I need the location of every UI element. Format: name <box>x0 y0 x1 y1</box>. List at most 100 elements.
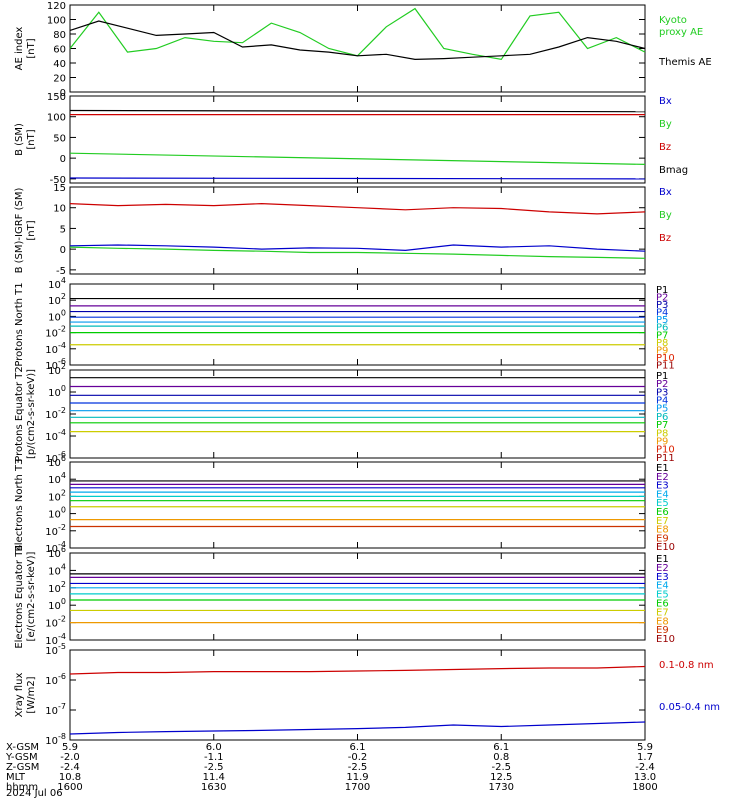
legend-label: E6 <box>656 599 669 610</box>
panel-frame <box>69 461 646 549</box>
coord-value: 11.9 <box>346 772 368 783</box>
y-tick-label: 40 <box>53 59 66 70</box>
legend-label: Bz <box>659 142 671 153</box>
y-axis-label: Protons North T1 <box>14 282 25 366</box>
coord-value: -2.5 <box>491 762 511 773</box>
legend-label: P1 <box>656 371 668 382</box>
y-tick-label: 100 <box>47 16 66 27</box>
legend-label: E4 <box>656 581 669 592</box>
series-line <box>69 721 646 735</box>
y-tick-label: 102 <box>48 362 66 377</box>
legend-label: P8 <box>656 338 668 349</box>
y-axis-label: AE index[nT] <box>14 27 37 71</box>
y-tick-label: 150 <box>47 92 66 103</box>
series-line <box>69 20 646 61</box>
legend-label: E6 <box>656 507 669 518</box>
coord-value: 12.5 <box>490 772 512 783</box>
y-tick-label: 106 <box>48 545 66 560</box>
legend-label: P11 <box>656 453 675 464</box>
panel-frame <box>69 186 646 275</box>
y-axis-label: Electrons North T3 <box>14 458 25 551</box>
legend-label: E5 <box>656 498 669 509</box>
coord-value: 11.4 <box>203 772 225 783</box>
coord-value: 6.1 <box>350 742 366 753</box>
legend-label: E10 <box>656 542 675 553</box>
legend-label: E9 <box>656 625 669 636</box>
legend-label: P7 <box>656 420 668 431</box>
legend-label: P10 <box>656 445 675 456</box>
y-tick-label: 10-4 <box>45 632 66 647</box>
y-tick-label: 104 <box>48 276 66 291</box>
legend-label: E1 <box>656 463 669 474</box>
y-axis-label: Xray flux[W/m2] <box>14 673 37 718</box>
coord-value: 1730 <box>489 782 514 793</box>
y-tick-label: 10-7 <box>45 702 66 717</box>
coord-value: -2.4 <box>635 762 655 773</box>
y-tick-label: 120 <box>47 1 66 12</box>
coord-value: 1700 <box>345 782 370 793</box>
coord-value: 5.9 <box>637 742 653 753</box>
legend-label: E3 <box>656 572 669 583</box>
series-line <box>69 202 646 215</box>
y-tick-label: 0 <box>60 245 66 256</box>
coord-value: 6.1 <box>493 742 509 753</box>
y-axis-label: Protons Equator T2[p/(cm2-s-sr-keV)] <box>14 366 37 462</box>
legend-label: P6 <box>656 412 668 423</box>
y-tick-label: 100 <box>47 113 66 124</box>
coord-value: 1600 <box>57 782 82 793</box>
panel-frame <box>69 552 646 641</box>
y-tick-label: 10-5 <box>45 642 66 657</box>
coord-value: 13.0 <box>634 772 656 783</box>
legend-label: Bx <box>659 187 672 198</box>
legend-label: P5 <box>656 404 668 415</box>
y-tick-label: 100 <box>48 506 66 521</box>
y-tick-label: 10-6 <box>45 672 66 687</box>
legend-label: E10 <box>656 634 675 645</box>
y-tick-label: 10 <box>53 204 66 215</box>
series-line <box>69 7 646 61</box>
legend-label: P9 <box>656 345 668 356</box>
y-tick-label: 102 <box>48 488 66 503</box>
legend-label: P4 <box>656 308 668 319</box>
y-tick-label: 100 <box>48 308 66 323</box>
panel-frame <box>69 649 646 741</box>
legend-label: E2 <box>656 563 669 574</box>
legend-label: P8 <box>656 428 668 439</box>
y-tick-label: 10-2 <box>45 406 66 421</box>
y-tick-label: -5 <box>56 266 66 277</box>
legend-label: E2 <box>656 472 669 483</box>
coord-value: -2.5 <box>204 762 224 773</box>
y-tick-label: 100 <box>48 384 66 399</box>
coord-value: 1.7 <box>637 752 653 763</box>
legend-label: E1 <box>656 554 669 565</box>
legend-label: Themis AE <box>658 57 712 68</box>
coord-row-label: MLT <box>6 772 26 783</box>
legend-label: E9 <box>656 533 669 544</box>
legend-label: P11 <box>656 360 675 371</box>
series-line <box>69 665 646 675</box>
legend-label: E7 <box>656 607 669 618</box>
series-line <box>69 109 646 113</box>
y-tick-label: 10-2 <box>45 523 66 538</box>
legend-label: P9 <box>656 436 668 447</box>
legend-label: P10 <box>656 353 675 364</box>
y-tick-label: 0 <box>60 154 66 165</box>
coord-row-label: Y-GSM <box>5 752 38 763</box>
y-tick-label: 104 <box>48 471 66 486</box>
coord-value: 0.8 <box>493 752 509 763</box>
series-line <box>69 246 646 259</box>
y-tick-label: 104 <box>48 562 66 577</box>
y-tick-label: 10-2 <box>45 325 66 340</box>
legend-label: E8 <box>656 525 669 536</box>
legend-label: P1 <box>656 285 668 296</box>
coord-row-label: hhmm <box>6 782 38 793</box>
y-tick-label: 10-6 <box>45 357 66 372</box>
coord-value: -2.4 <box>60 762 80 773</box>
legend-label: Bmag <box>659 165 688 176</box>
legend-label: By <box>659 210 672 221</box>
legend-label: P6 <box>656 323 668 334</box>
series-line <box>69 244 646 252</box>
y-tick-label: 20 <box>53 74 66 85</box>
series-line <box>69 152 646 165</box>
